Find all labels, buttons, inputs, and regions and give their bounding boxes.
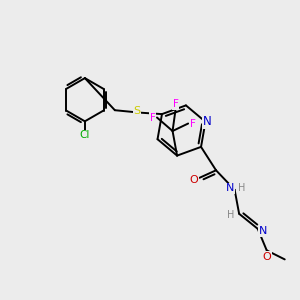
Text: Cl: Cl xyxy=(80,130,90,140)
Text: H: H xyxy=(227,210,234,220)
Text: N: N xyxy=(259,226,267,236)
Text: N: N xyxy=(226,183,234,193)
Text: S: S xyxy=(134,106,141,116)
Text: F: F xyxy=(172,99,178,109)
Text: F: F xyxy=(149,112,155,122)
Text: N: N xyxy=(202,115,211,128)
Text: F: F xyxy=(190,118,196,128)
Text: O: O xyxy=(190,175,199,185)
Text: O: O xyxy=(262,252,271,262)
Text: H: H xyxy=(238,183,246,193)
